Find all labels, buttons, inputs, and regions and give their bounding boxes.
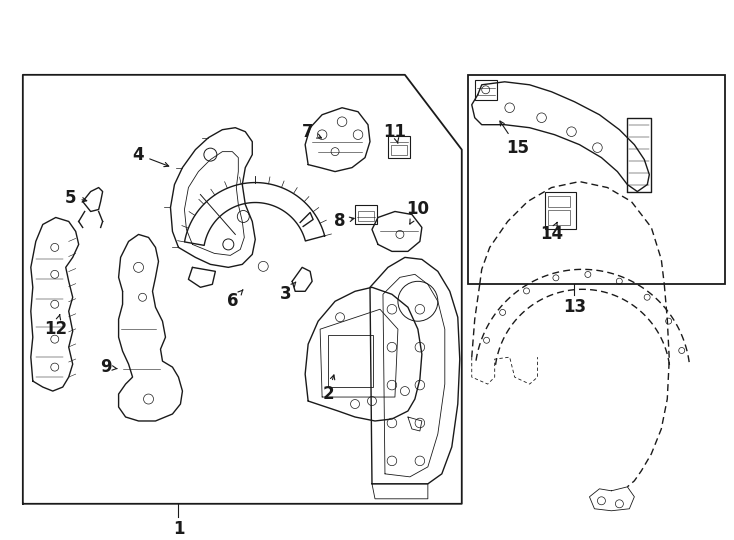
Bar <box>358 212 374 221</box>
Text: 11: 11 <box>383 123 407 144</box>
Text: 15: 15 <box>500 121 529 157</box>
Text: 5: 5 <box>65 188 87 206</box>
Bar <box>548 195 570 207</box>
Bar <box>545 192 576 230</box>
Text: 3: 3 <box>280 282 296 303</box>
Text: 10: 10 <box>407 200 429 224</box>
Text: 14: 14 <box>540 222 563 244</box>
Bar <box>468 75 725 285</box>
Text: 2: 2 <box>322 375 335 403</box>
Text: 1: 1 <box>172 519 184 538</box>
Text: 13: 13 <box>563 298 586 316</box>
Bar <box>475 80 497 100</box>
Bar <box>388 136 410 158</box>
Text: 9: 9 <box>100 358 117 376</box>
Bar <box>548 211 570 226</box>
Text: 6: 6 <box>227 290 243 310</box>
Text: 4: 4 <box>133 146 169 167</box>
Text: 12: 12 <box>44 315 68 338</box>
Bar <box>328 335 373 387</box>
Text: 7: 7 <box>302 123 321 141</box>
Text: 8: 8 <box>334 212 354 231</box>
Bar <box>355 205 377 225</box>
Bar <box>391 145 407 154</box>
